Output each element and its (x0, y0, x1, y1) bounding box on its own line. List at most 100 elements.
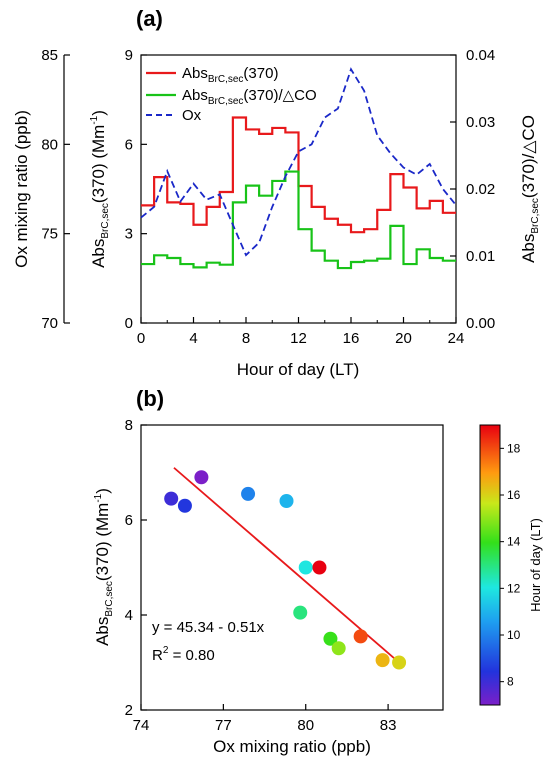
series-line-2 (140, 67, 457, 257)
a-x-tick-label: 16 (343, 330, 360, 347)
a-right-tick-label: 0.03 (466, 114, 495, 131)
legend-label-abs: AbsBrC,sec(370) (182, 65, 278, 85)
colorbar-tick-label: 14 (507, 535, 521, 549)
left-axis-label-sup: -1 (89, 115, 100, 124)
series-line-1 (141, 170, 456, 270)
b-ylabel-sup: -1 (93, 493, 104, 502)
scatter-point (279, 494, 294, 508)
colorbar-tick-label: 16 (507, 488, 521, 502)
legend-abs-rest: (370) (243, 65, 278, 82)
a-left-tick-label: 6 (125, 136, 133, 153)
b-ylabel-sub: BrC,sec (104, 581, 115, 617)
a-right-tick-label: 0.04 (466, 47, 495, 64)
colorbar-tick-label: 10 (507, 628, 521, 642)
left-axis-label-rest: (370) (Mm (89, 125, 108, 203)
scatter-point (194, 470, 209, 485)
panel-b-frame (140, 424, 444, 711)
panel-a-legend: AbsBrC,sec(370) AbsBrC,sec(370)/△CO Ox (146, 65, 317, 124)
a-right-tick-label: 0.01 (466, 248, 495, 265)
colorbar-ticks: 8 10 12 14 16 18 (500, 441, 521, 689)
panel-a-left-axis-label: AbsBrC,sec(370) (Mm-1) (89, 110, 111, 268)
b-y-tick-label: 2 (125, 702, 133, 719)
ox-axis-label: Ox mixing ratio (ppb) (12, 110, 31, 268)
a-left-tick-label: 9 (125, 47, 133, 64)
scatter-point (312, 560, 327, 575)
panel-b-label: (b) (136, 386, 164, 411)
series-line-0 (141, 116, 456, 234)
legend-abs-co-main: Abs (182, 87, 208, 104)
scatter-point (375, 653, 390, 668)
b-x-tick-label: 80 (297, 717, 314, 734)
scatter-point (241, 486, 256, 501)
right-axis-label-sub: BrC,sec (530, 198, 541, 234)
panel-a-x-ticks: 0 4 8 12 16 20 24 (137, 317, 465, 347)
scatter-point (298, 560, 313, 575)
panel-a-right-axis-label: AbsBrC,sec(370)/△CO (519, 115, 541, 263)
ox-offset-axis-ticks: 70 75 80 85 (41, 47, 70, 332)
ox-tick-label: 80 (41, 136, 58, 153)
legend-abs-sub: BrC,sec (208, 74, 244, 85)
b-ylabel-main: Abs (93, 617, 112, 646)
panel-a-x-label: Hour of day (LT) (237, 360, 360, 379)
legend-abs-co-rest: (370)/△CO (243, 87, 316, 104)
scatter-point (323, 631, 338, 646)
scatter-point (293, 605, 308, 620)
b-ylabel-rest: (370) (Mm (93, 503, 112, 581)
colorbar-label: Hour of day (LT) (528, 518, 543, 612)
panel-b-points (164, 470, 407, 670)
right-axis-label-main: Abs (519, 234, 538, 263)
b-x-tick-label: 77 (215, 717, 232, 734)
b-x-tick-label: 74 (133, 717, 150, 734)
r2-rest: = 0.80 (168, 647, 214, 664)
panel-a-right-ticks: 0.00 0.01 0.02 0.03 0.04 (450, 47, 495, 332)
left-axis-label-sub: BrC,sec (100, 203, 111, 239)
panel-b-y-ticks: 2 4 6 8 (125, 417, 147, 719)
colorbar-tick-label: 8 (507, 675, 514, 689)
legend-abs-co-sub: BrC,sec (208, 96, 244, 107)
a-left-tick-label: 3 (125, 226, 133, 243)
a-left-tick-label: 0 (125, 315, 133, 332)
a-x-tick-label: 0 (137, 330, 145, 347)
r2-sup: 2 (163, 645, 169, 656)
panel-a-label: (a) (136, 6, 163, 31)
legend-label-ox: Ox (182, 107, 202, 124)
legend-abs-main: Abs (182, 65, 208, 82)
panel-b-x-label: Ox mixing ratio (ppb) (213, 737, 371, 756)
panel-a-series (140, 67, 457, 270)
left-axis-label-main: Abs (89, 239, 108, 268)
scatter-point (164, 491, 179, 506)
colorbar-tick-label: 12 (507, 581, 521, 595)
colorbar-tick-label: 18 (507, 441, 521, 455)
a-right-tick-label: 0.02 (466, 181, 495, 198)
panel-a-left-ticks: 0 3 6 9 (125, 47, 147, 332)
ox-tick-label: 70 (41, 315, 58, 332)
scatter-point (331, 641, 346, 656)
b-x-tick-label: 83 (380, 717, 397, 734)
a-right-tick-label: 0.00 (466, 315, 495, 332)
left-axis-label-end: ) (89, 110, 108, 116)
regression-r2: R2 = 0.80 (152, 645, 215, 664)
regression-equation: y = 45.34 - 0.51x (152, 619, 265, 636)
colorbar (479, 424, 501, 706)
b-y-tick-label: 8 (125, 417, 133, 434)
a-x-tick-label: 24 (448, 330, 465, 347)
a-x-tick-label: 20 (395, 330, 412, 347)
scatter-point (177, 498, 192, 513)
scatter-point (353, 629, 368, 644)
a-x-tick-label: 4 (189, 330, 197, 347)
ox-tick-label: 85 (41, 47, 58, 64)
a-x-tick-label: 12 (290, 330, 307, 347)
panel-b-y-label: AbsBrC,sec(370) (Mm-1) (93, 488, 115, 646)
panel-b-x-ticks: 74 77 80 83 (133, 704, 397, 734)
a-x-tick-label: 8 (242, 330, 250, 347)
b-y-tick-label: 6 (125, 512, 133, 529)
b-ylabel-end: ) (93, 488, 112, 494)
ox-tick-label: 75 (41, 226, 58, 243)
right-axis-label-rest: (370)/△CO (519, 115, 538, 198)
r2-main: R (152, 647, 163, 664)
legend-label-abs-co: AbsBrC,sec(370)/△CO (182, 87, 317, 107)
scatter-point (392, 655, 407, 670)
